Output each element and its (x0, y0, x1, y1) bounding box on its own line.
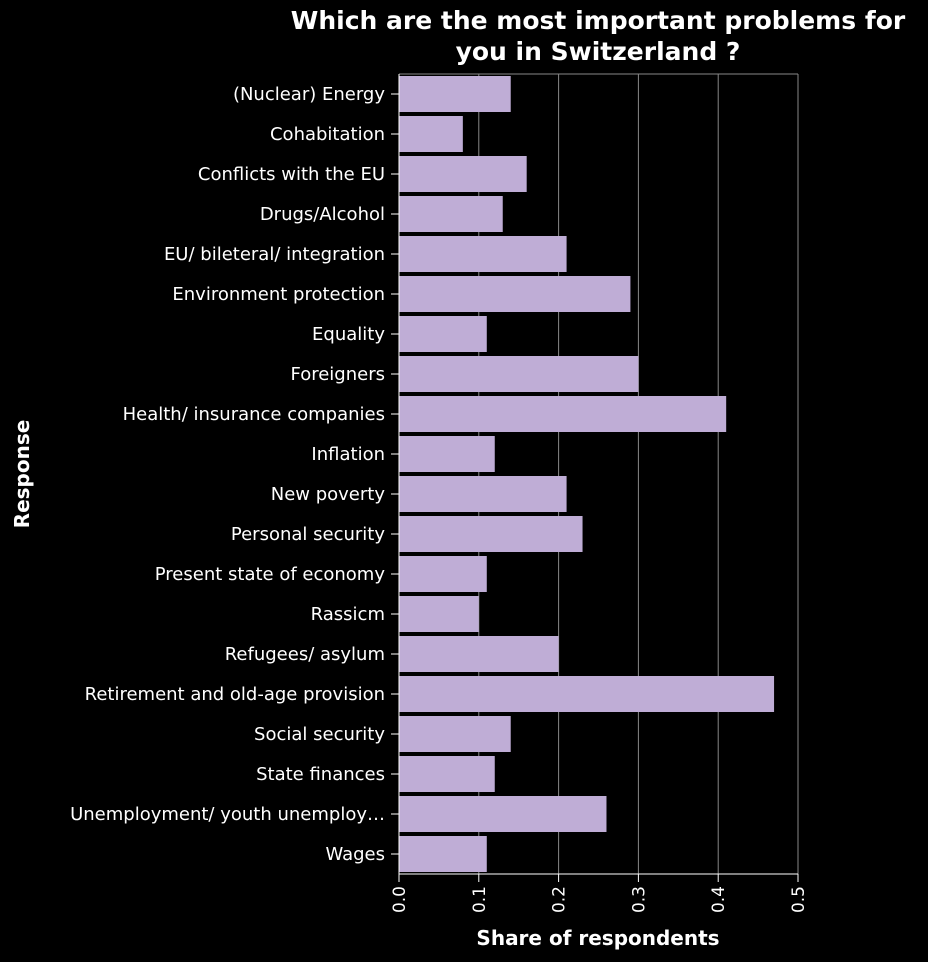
x-tick-label: 0.1 (470, 886, 490, 913)
bar (399, 116, 463, 152)
bar (399, 396, 727, 432)
bar (399, 316, 487, 352)
y-axis-title: Response (10, 420, 34, 529)
x-tick-label: 0.2 (550, 886, 570, 913)
category-label: Foreigners (291, 364, 386, 385)
category-label: Environment protection (172, 284, 385, 305)
bar (399, 796, 607, 832)
bar (399, 676, 775, 712)
bar (399, 836, 487, 872)
category-label: Equality (312, 324, 385, 345)
bar (399, 716, 511, 752)
category-label: Rassicm (311, 604, 385, 625)
plot-area: (Nuclear) Energy Cohabitation Conflicts wi… (70, 73, 809, 913)
bar (399, 756, 495, 792)
x-tick-label: 0.0 (390, 886, 410, 913)
category-label: (Nuclear) Energy (233, 84, 385, 105)
bar (399, 156, 527, 192)
chart-title-line-2: you in Switzerland ? (456, 37, 741, 66)
chart-title-line-1: Which are the most important problems fo… (291, 6, 906, 35)
category-label: Refugees/ asylum (225, 644, 385, 665)
bar (399, 476, 567, 512)
category-label: EU/ bileteral/ integration (164, 244, 385, 265)
bar (399, 636, 559, 672)
category-label: Personal security (231, 524, 385, 545)
x-tick-label: 0.3 (629, 886, 649, 913)
bar (399, 236, 567, 272)
category-label: Social security (254, 724, 385, 745)
category-label: New poverty (271, 484, 386, 505)
x-tick-label: 0.5 (789, 886, 809, 913)
x-axis-title: Share of respondents (476, 926, 719, 950)
category-label: Health/ insurance companies (123, 404, 385, 425)
bar (399, 276, 631, 312)
bar (399, 196, 503, 232)
bar (399, 356, 639, 392)
bar (399, 596, 479, 632)
category-label: Cohabitation (270, 124, 385, 145)
category-label: Wages (325, 844, 385, 865)
x-tick-label: 0.4 (709, 886, 729, 913)
bar (399, 76, 511, 112)
category-label: State finances (256, 764, 385, 785)
category-label: Conflicts with the EU (198, 164, 385, 185)
category-label: Present state of economy (155, 564, 386, 585)
category-label: Drugs/Alcohol (260, 204, 385, 225)
category-label: Unemployment/ youth unemploy… (70, 804, 385, 825)
category-label: Retirement and old-age provision (85, 684, 385, 705)
bar (399, 516, 583, 552)
bar (399, 436, 495, 472)
category-label: Inflation (311, 444, 385, 465)
bar (399, 556, 487, 592)
